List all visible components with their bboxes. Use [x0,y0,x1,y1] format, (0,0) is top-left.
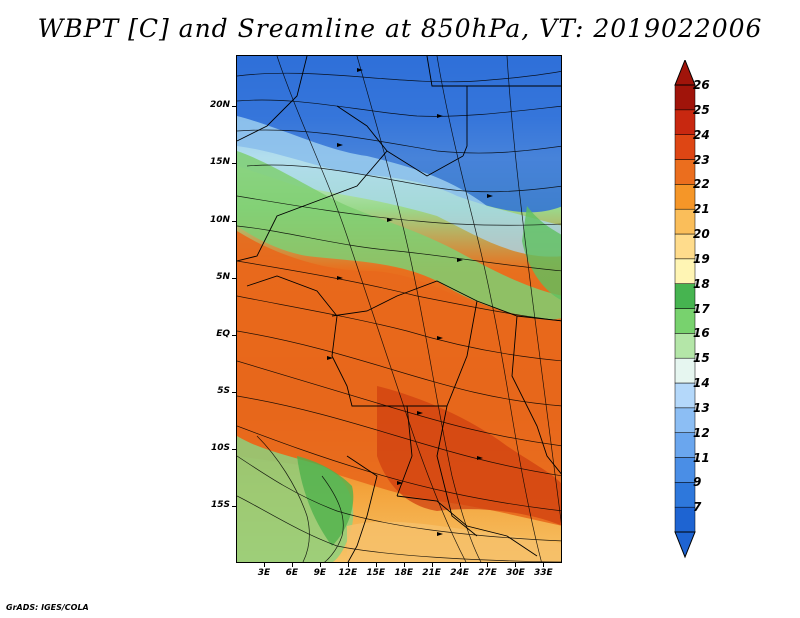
colorbar-segment [674,184,696,210]
colorbar-label: 15 [693,351,710,366]
colorbar-segment [674,283,696,309]
lon-label-33e: 33E [534,568,553,578]
lon-tick [291,563,293,567]
lon-label-9e: 9E [313,568,327,578]
hot-core [377,386,561,526]
lat-label-eq: EQ [216,328,230,339]
cool-band [237,116,561,257]
colorbar-segment [674,357,696,384]
colorbar-label: 7 [693,500,702,515]
colorbar-label: 14 [693,376,710,390]
cold-region-north [237,56,561,213]
lon-label-6e: 6E [285,568,299,578]
lat-label-10n: 10N [209,214,230,225]
colorbar-segment [674,432,696,458]
lat-label-5s: 5S [217,385,230,396]
lat-label-15s: 15S [210,499,230,510]
colorbar-label: 9 [693,475,702,490]
colorbar-segment [674,208,696,235]
lon-tick [431,563,433,567]
lat-tick [232,334,236,336]
green-east [522,206,561,300]
colorbar-label: 18 [693,276,710,291]
lon-label-15e: 15E [366,568,386,578]
colorbar-segment [674,333,696,359]
lat-tick [232,448,236,450]
lon-tick [543,563,545,567]
lon-label-24e: 24E [450,568,469,578]
colorbar [674,60,696,559]
colorbar-segment [674,159,696,185]
colorbar-label: 21 [693,202,710,217]
lon-tick [487,563,489,567]
lon-label-21e: 21E [422,568,441,578]
colorbar-label: 17 [693,301,710,316]
colorbar-label: 25 [693,102,710,117]
colorbar-label: 19 [693,251,710,266]
lon-tick [375,563,377,567]
lon-label-30e: 30E [506,568,525,578]
sw-dark-green [297,456,354,546]
country-borders [237,56,561,562]
colorbar-segment [674,382,696,409]
colorbar-segment [674,134,696,160]
lon-label-18e: 18E [394,568,413,578]
lon-tick [319,563,321,567]
colorbar-segment [674,482,696,508]
colorbar-segment [674,233,696,260]
map-panel [236,55,562,563]
lat-tick [232,505,236,507]
lat-tick [232,391,236,393]
colorbar-max-arrow [674,60,696,86]
south-pale-region [347,521,561,562]
lon-tick [459,563,461,567]
colorbar-segment [674,506,696,533]
colorbar-label: 23 [693,152,710,167]
lon-tick [347,563,349,567]
colorbar-label: 11 [693,450,710,465]
lon-label-27e: 27E [478,568,497,578]
lat-tick [232,220,236,222]
lat-tick [232,277,236,279]
lat-label-20n: 20N [209,100,230,111]
colorbar-min-arrow [674,531,696,559]
footer-credit: GrADS: IGES/COLA [6,603,89,612]
colorbar-segments [674,84,696,533]
lon-label-3e: 3E [257,568,271,578]
colorbar-label: 24 [693,127,710,142]
colorbar-label: 16 [693,326,710,341]
colorbar-label: 26 [693,78,710,92]
colorbar-label: 12 [693,425,710,440]
lat-label-5n: 5N [216,271,230,282]
colorbar-segment [674,407,696,433]
lon-tick [263,563,265,567]
green-band [237,151,561,321]
lat-tick [232,106,236,108]
colorbar-label: 20 [693,227,710,241]
colorbar-segment [674,84,696,111]
streamline-arrows [327,68,493,536]
colorbar-segment [674,308,696,334]
chart-title: WBPT [C] and Sreamline at 850hPa, VT: 20… [37,14,763,43]
colorbar-segment [674,258,696,284]
colorbar-label: 13 [693,400,710,415]
lat-tick [232,163,236,165]
colorbar-segment [674,457,696,483]
lon-tick [403,563,405,567]
map-field [237,56,561,562]
lon-label-12e: 12E [338,568,358,578]
colorbar-label: 22 [693,177,710,192]
lat-label-10s: 10S [210,442,230,453]
colorbar-segment [674,109,696,135]
lat-label-15n: 15N [209,157,230,168]
lon-tick [515,563,517,567]
